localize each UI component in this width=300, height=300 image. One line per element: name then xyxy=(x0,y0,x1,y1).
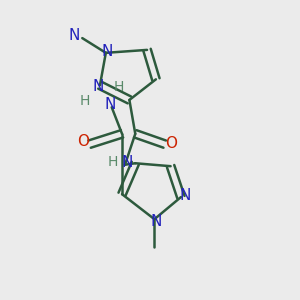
Text: H: H xyxy=(80,94,90,108)
Text: N: N xyxy=(180,188,191,203)
Text: N: N xyxy=(122,155,133,170)
Text: N: N xyxy=(150,214,162,229)
Text: N: N xyxy=(68,28,80,43)
Text: N: N xyxy=(105,98,116,112)
Text: H: H xyxy=(114,80,124,94)
Text: O: O xyxy=(165,136,177,151)
Text: O: O xyxy=(77,134,89,149)
Text: N: N xyxy=(102,44,113,59)
Text: H: H xyxy=(107,155,118,170)
Text: N: N xyxy=(93,79,104,94)
